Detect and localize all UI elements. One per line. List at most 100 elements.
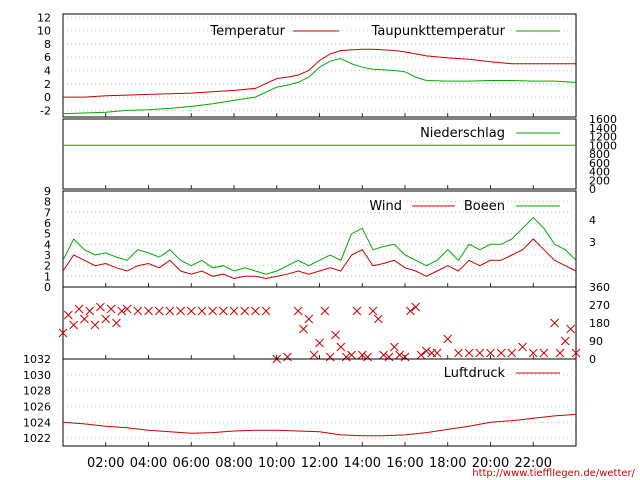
- wind_direction-point: [74, 304, 84, 314]
- wind_direction-point: [518, 342, 527, 352]
- wind_direction-point: [486, 348, 495, 358]
- wind_direction-point: [454, 348, 463, 358]
- wind_direction-point: [341, 352, 351, 362]
- temperature-y-tick-label: 2: [44, 78, 51, 91]
- wind-series-boeen: [62, 216, 577, 275]
- x-tick-label: 08:00: [215, 456, 252, 471]
- temperature-y-tick-label: 6: [44, 51, 51, 64]
- temperature-y-tick-label: 4: [44, 64, 51, 77]
- wind_direction-point: [443, 334, 453, 344]
- wind_direction-point: [566, 324, 576, 334]
- wind_direction-point: [63, 310, 73, 320]
- wind_direction-right-tick-label: 270: [589, 299, 610, 312]
- wind_direction-point: [251, 306, 260, 316]
- wind-y-tick-label: 1: [44, 270, 51, 283]
- temperature-y-tick-label: 10: [37, 25, 51, 38]
- wind_direction-point: [416, 350, 426, 360]
- wind_direction-point: [240, 306, 250, 316]
- wind_direction-point: [154, 306, 164, 316]
- wind_direction-right-tick-label: 360: [589, 281, 610, 294]
- wind_direction-point: [58, 328, 68, 338]
- wind-legend-label: Wind: [369, 199, 402, 214]
- precipitation-right-tick-label: 400: [589, 166, 610, 179]
- wind_direction-frame: [62, 286, 577, 360]
- wind_direction-point: [357, 350, 367, 360]
- wind_direction-point: [117, 306, 127, 316]
- wind_direction-point: [411, 302, 421, 312]
- wind-legend-label: Boeen: [464, 199, 505, 214]
- wind_direction-point: [571, 348, 581, 358]
- x-tick-label: 18:00: [429, 456, 466, 471]
- wind_direction-point: [85, 306, 95, 316]
- wind_direction-point: [218, 306, 228, 316]
- x-tick-label: 06:00: [173, 456, 210, 471]
- temperature-y-tick-label: 12: [37, 11, 51, 24]
- wind_direction-point: [101, 314, 111, 324]
- wind_direction-point: [464, 348, 474, 358]
- wind_direction-point: [379, 350, 388, 360]
- wind_direction-point: [336, 342, 346, 352]
- wind_direction-point: [144, 306, 153, 316]
- precipitation-right-tick-label: 600: [589, 157, 610, 170]
- wind_direction-point: [304, 314, 314, 324]
- wind_direction-point: [550, 318, 559, 328]
- wind_direction-point: [320, 306, 330, 316]
- precipitation-right-tick-label: 1200: [589, 131, 617, 144]
- pressure-series-luftdruck: [62, 413, 577, 437]
- wind_direction-point: [309, 350, 319, 360]
- wind_direction-point: [400, 352, 410, 362]
- wind-y-tick-label: 9: [44, 185, 51, 198]
- pressure-y-tick-label: 1026: [23, 400, 51, 413]
- wind-series-wind: [62, 238, 577, 280]
- wind_direction-point: [90, 320, 100, 330]
- x-tick-label: 12:00: [301, 456, 338, 471]
- pressure-panel: 1032 1030 1028 1026 1024 1022 Luftdruck: [23, 353, 577, 447]
- wind_direction-point: [293, 306, 303, 316]
- wind_direction-point: [347, 350, 356, 360]
- wind_direction-point: [176, 306, 185, 316]
- precipitation-legend-label: Niederschlag: [420, 126, 505, 141]
- wind-y-tick-label: 4: [44, 238, 51, 251]
- wind-y-tick-label: 3: [44, 249, 51, 262]
- wind_direction-point: [384, 352, 394, 362]
- pressure-y-tick-label: 1024: [23, 416, 51, 429]
- temperature-series-taupunkttemperatur: [62, 57, 577, 115]
- pressure-y-tick-label: 1022: [23, 432, 51, 445]
- wind_direction-point: [539, 348, 549, 358]
- x-tick-label: 16:00: [386, 456, 423, 471]
- wind-right-tick-label: 4: [589, 214, 596, 227]
- wind_direction-point: [368, 306, 378, 316]
- wind_direction-point: [475, 348, 485, 358]
- temperature-y-tick-label: -2: [40, 104, 51, 117]
- wind_direction-point: [186, 306, 196, 316]
- wind_direction-point: [331, 330, 340, 340]
- wind_direction-point: [122, 304, 132, 314]
- x-tick-label: 10:00: [258, 456, 295, 471]
- wind-y-tick-label: 6: [44, 217, 51, 230]
- x-tick-label: 04:00: [130, 456, 167, 471]
- wind_direction-panel: 360 270 180 90 0: [58, 281, 610, 366]
- source-credit: http://www.tiefflIegen.de/wetter/: [472, 468, 635, 479]
- x-tick-label: 02:00: [87, 456, 124, 471]
- wind_direction-point: [389, 342, 399, 352]
- temperature-legend-label: Temperatur: [209, 24, 285, 39]
- wind_direction-point: [96, 302, 105, 312]
- wind_direction-point: [422, 346, 431, 356]
- wind_direction-right-tick-label: 180: [589, 317, 610, 330]
- temperature-y-tick-label: 8: [44, 38, 51, 51]
- wind_direction-point: [395, 350, 405, 360]
- wind_direction-point: [325, 352, 335, 362]
- temperature-legend-label: Taupunkttemperatur: [371, 24, 506, 39]
- precipitation-right-tick-label: 1600: [589, 113, 617, 126]
- x-tick-label: 20:00: [472, 456, 509, 471]
- pressure-y-tick-label: 1032: [23, 353, 51, 366]
- wind_direction-point: [496, 348, 506, 358]
- wind_direction-right-tick-label: 0: [589, 353, 596, 366]
- wind_direction-point: [555, 348, 565, 358]
- pressure-legend-label: Luftdruck: [444, 366, 506, 381]
- wind_direction-point: [133, 306, 143, 316]
- precipitation-right-tick-label: 200: [589, 174, 610, 187]
